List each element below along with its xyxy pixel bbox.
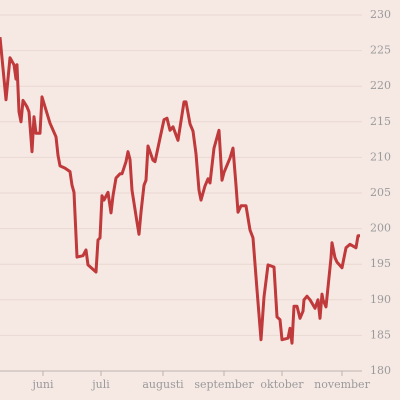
x-tick-label: juli [90,378,110,391]
x-tick-label: oktober [260,378,304,391]
y-tick-label: 185 [370,328,391,341]
y-tick-label: 220 [370,79,391,92]
x-tick-label: september [194,378,254,391]
y-tick-label: 190 [370,293,391,306]
y-tick-label: 205 [370,186,391,199]
x-tick-label: november [314,378,370,391]
price-line [0,36,360,345]
y-tick-label: 215 [370,115,391,128]
y-tick-label: 195 [370,257,391,270]
x-tick-label: juni [30,378,54,391]
x-tick-label: augusti [142,378,184,391]
y-tick-label: 210 [370,150,391,163]
y-tick-label: 180 [370,364,391,377]
y-tick-label: 230 [370,8,391,21]
y-tick-label: 225 [370,44,391,57]
y-tick-label: 200 [370,222,391,235]
